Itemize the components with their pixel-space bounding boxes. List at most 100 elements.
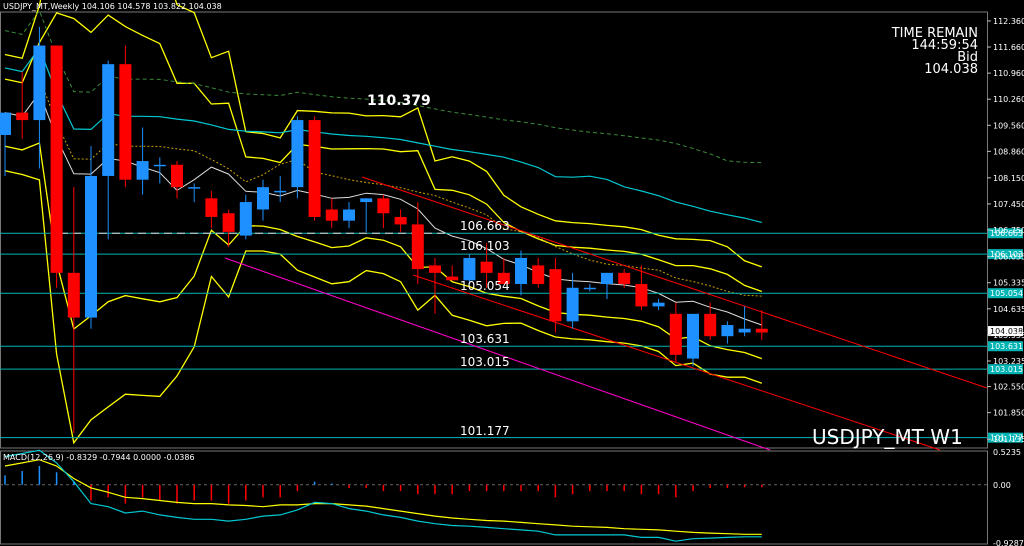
axis-tick-label: 104.635 xyxy=(993,305,1024,314)
candle-body[interactable] xyxy=(566,287,579,322)
candle-body[interactable] xyxy=(652,302,665,307)
candle-body[interactable] xyxy=(687,313,699,359)
candle-body[interactable] xyxy=(515,257,527,285)
candle-body[interactable] xyxy=(102,64,115,176)
candle-body[interactable] xyxy=(480,261,493,273)
candle-body[interactable] xyxy=(153,164,166,167)
axis-tick-label: 110.960 xyxy=(993,69,1024,78)
level-label: 106.663 xyxy=(460,219,510,233)
level-label: 101.177 xyxy=(460,424,510,438)
level-axis-tag-label: 101.177 xyxy=(990,434,1023,443)
candle-body[interactable] xyxy=(394,216,407,225)
channel-magenta-line xyxy=(224,257,771,451)
chart-header: USDJPY_MT,Weekly 104.106 104.578 103.822… xyxy=(3,2,222,11)
level-axis-tag xyxy=(988,228,1023,239)
candle-body[interactable] xyxy=(497,272,510,285)
level-axis-tag-label: 105.054 xyxy=(990,289,1023,298)
candle-body[interactable] xyxy=(16,112,29,121)
axis-tick-label: 111.660 xyxy=(993,43,1024,52)
candle-body[interactable] xyxy=(549,269,562,322)
candle-body[interactable] xyxy=(136,161,149,180)
symbol-timeframe: USDJPY_MT,Weekly xyxy=(3,2,80,11)
candle-body[interactable] xyxy=(738,328,751,333)
candle-body[interactable] xyxy=(188,187,201,189)
peak-label: 110.379 xyxy=(367,93,431,109)
bid-value: 104.038 xyxy=(924,62,978,77)
level-axis-tag-label: 106.103 xyxy=(990,250,1023,259)
candle-body[interactable] xyxy=(532,265,545,285)
macd-signal-line xyxy=(4,459,762,535)
macd-header: MACD(12,26,9) -0.8329 -0.7944 0.0000 -0.… xyxy=(3,453,195,462)
axis-tick-label: 109.560 xyxy=(993,121,1024,130)
candle-body[interactable] xyxy=(67,272,80,318)
candle-body[interactable] xyxy=(721,325,734,337)
candle-body[interactable] xyxy=(308,120,321,217)
channel-lower-line xyxy=(412,274,941,451)
candle-body[interactable] xyxy=(171,164,183,188)
ohlc-values: 104.106 104.578 103.822 104.038 xyxy=(81,2,222,11)
level-axis-tag xyxy=(988,288,1023,299)
macd-axis-label: -0.9287 xyxy=(993,539,1024,546)
outer-upper-band xyxy=(4,0,763,268)
time-remain-label: TIME REMAIN xyxy=(891,26,978,41)
candle-body[interactable] xyxy=(274,190,287,193)
level-axis-tag-label: 103.015 xyxy=(990,365,1023,374)
candle-body[interactable] xyxy=(755,328,768,333)
candle-body[interactable] xyxy=(669,313,682,355)
axis-tick-label: 106.750 xyxy=(993,226,1024,235)
current-price-tag xyxy=(988,326,1023,337)
candle-body[interactable] xyxy=(601,272,613,285)
candle-body[interactable] xyxy=(50,45,63,273)
candle-body[interactable] xyxy=(239,202,252,236)
outer-lower-band xyxy=(4,170,763,445)
candle-body[interactable] xyxy=(291,120,304,188)
candle-body[interactable] xyxy=(205,198,218,217)
candle-body[interactable] xyxy=(446,276,459,281)
dotted-average xyxy=(38,77,762,297)
candle-body[interactable] xyxy=(360,198,373,203)
candle-body[interactable] xyxy=(257,187,269,210)
candle-body[interactable] xyxy=(343,209,355,221)
axis-tick-label: 108.860 xyxy=(993,147,1024,156)
green-dashed-average xyxy=(4,9,762,164)
level-axis-tag xyxy=(988,341,1023,352)
candle-body[interactable] xyxy=(429,265,441,273)
candle-body[interactable] xyxy=(411,224,424,270)
candle-body[interactable] xyxy=(85,175,97,318)
level-axis-tag-label: 106.663 xyxy=(990,229,1023,238)
channel-upper-line xyxy=(361,176,988,389)
axis-tick-label: 106.035 xyxy=(993,253,1024,262)
macd-main-line xyxy=(4,449,762,542)
candle-body[interactable] xyxy=(583,287,596,290)
candle-body[interactable] xyxy=(635,284,648,307)
candle-body[interactable] xyxy=(463,257,476,281)
axis-tick-label: 110.260 xyxy=(993,95,1024,104)
level-axis-tag xyxy=(988,432,1023,443)
candle-body[interactable] xyxy=(0,112,11,135)
candle-body[interactable] xyxy=(377,198,390,214)
level-label: 103.631 xyxy=(460,332,510,346)
candle-body[interactable] xyxy=(222,213,235,232)
bid-label: Bid xyxy=(957,50,978,65)
axis-tick-label: 101.135 xyxy=(993,435,1024,444)
info-panel: TIME REMAIN 144:59:54 Bid 104.038 xyxy=(891,26,978,77)
candle-body[interactable] xyxy=(325,209,338,221)
level-axis-tag xyxy=(988,249,1023,260)
axis-tick-label: 105.335 xyxy=(993,279,1024,288)
axis-tick-label: 103.235 xyxy=(993,357,1024,366)
axis-tick-label: 103.935 xyxy=(993,331,1024,340)
macd-axis-label: 0.00 xyxy=(993,481,1011,490)
macd-axis-label: 0.5235 xyxy=(993,448,1021,457)
level-axis-tag xyxy=(988,364,1023,375)
level-axis-tag-label: 103.631 xyxy=(990,342,1023,351)
current-price-label: 104.038 xyxy=(990,327,1023,336)
candle-body[interactable] xyxy=(119,64,132,180)
time-remain-value: 144:59:54 xyxy=(911,38,978,53)
level-label: 103.015 xyxy=(460,355,510,369)
candle-body[interactable] xyxy=(618,272,631,285)
axis-tick-label: 108.150 xyxy=(993,174,1024,183)
candle-body[interactable] xyxy=(33,45,46,121)
candle-body[interactable] xyxy=(704,313,717,337)
symbol-watermark: USDJPY_MT W1 xyxy=(812,425,963,449)
